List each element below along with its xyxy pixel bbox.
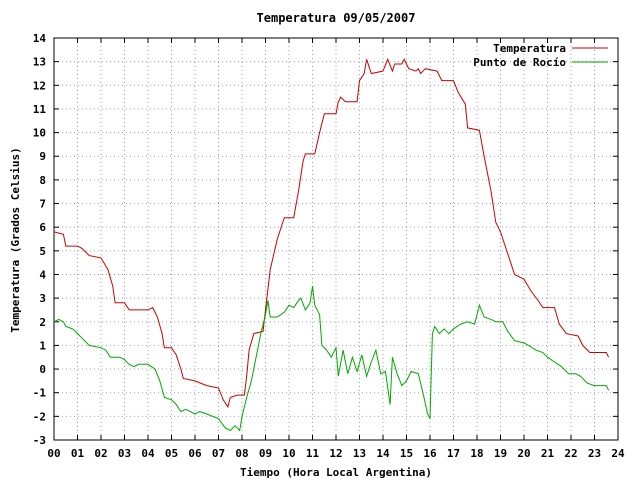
y-tick-label: 12 [33,79,46,92]
x-tick-label: 20 [517,447,530,460]
y-tick-label: -1 [33,387,47,400]
x-tick-label: 21 [541,447,555,460]
x-tick-label: 14 [376,447,390,460]
x-tick-label: 17 [447,447,460,460]
x-tick-label: 07 [212,447,225,460]
y-tick-label: 14 [33,32,47,45]
grid [54,38,618,440]
y-tick-label: 1 [39,339,46,352]
series-line-2 [53,286,610,432]
x-tick-label: 10 [282,447,295,460]
y-tick-label: 2 [39,316,46,329]
y-tick-label: 5 [39,245,46,258]
x-axis-label: Tiempo (Hora Local Argentina) [240,466,432,479]
x-tick-label: 11 [306,447,320,460]
x-tick-label: 03 [118,447,131,460]
y-tick-label: 0 [39,363,46,376]
y-tick-label: -3 [33,434,46,447]
x-tick-label: 06 [188,447,202,460]
x-tick-label: 08 [235,447,248,460]
y-tick-label: 7 [39,198,46,211]
series-line-1 [53,57,610,409]
y-tick-label: 8 [39,174,46,187]
y-tick-label: -2 [33,410,46,423]
x-tick-label: 13 [353,447,366,460]
y-tick-label: 4 [39,268,46,281]
x-tick-label: 15 [400,447,413,460]
legend-label-2: Punto de Rocío [473,56,566,69]
y-tick-label: 10 [33,127,46,140]
y-tick-label: 3 [39,292,46,305]
x-tick-label: 18 [470,447,483,460]
x-tick-label: 19 [494,447,507,460]
x-tick-label: 04 [141,447,155,460]
x-tick-label: 01 [71,447,85,460]
y-tick-label: 9 [39,150,46,163]
chart-title: Temperatura 09/05/2007 [257,11,416,25]
y-tick-label: 11 [33,103,47,116]
series-lines [53,57,610,432]
y-tick-label: 13 [33,56,46,69]
ticks [53,37,619,441]
x-tick-label: 05 [165,447,178,460]
x-tick-label: 24 [611,447,625,460]
tick-labels: 00 01 02 03 04 05 06 07 08 09 10 11 12 13 14 15 16 17 18 19… [33,32,625,460]
y-axis-label: Temperatura (Grados Celsius) [9,147,22,332]
x-tick-label: 00 [47,447,60,460]
x-tick-label: 12 [329,447,342,460]
legend-label-1: Temperatura [493,42,566,55]
x-tick-label: 22 [564,447,577,460]
x-tick-label: 09 [259,447,272,460]
x-tick-label: 02 [94,447,107,460]
x-tick-label: 16 [423,447,437,460]
x-tick-label: 23 [588,447,601,460]
y-tick-label: 6 [39,221,46,234]
